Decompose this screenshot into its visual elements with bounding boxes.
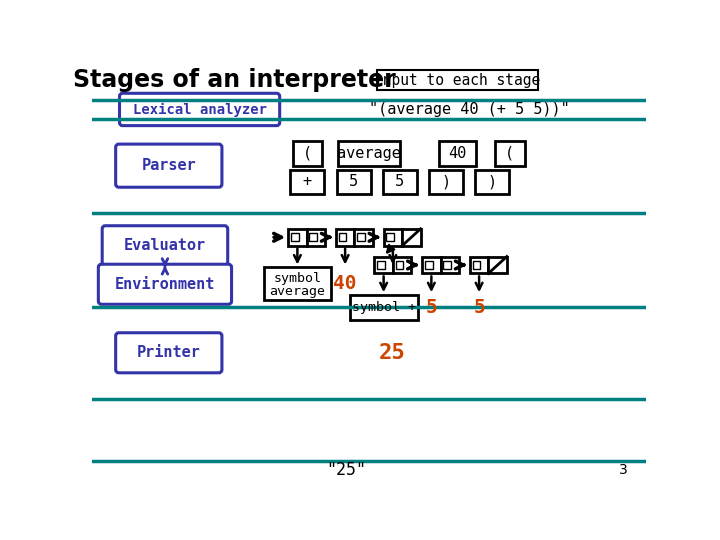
Text: "(average 40 (+ 5 5))": "(average 40 (+ 5 5))": [369, 102, 570, 117]
Text: symbol: symbol: [274, 272, 321, 285]
Bar: [384, 229, 402, 246]
Bar: [475, 170, 509, 194]
FancyBboxPatch shape: [116, 333, 222, 373]
Bar: [336, 229, 354, 246]
Text: ): ): [441, 174, 451, 190]
Text: 25: 25: [379, 343, 405, 363]
Text: (: (: [505, 146, 515, 161]
Bar: [396, 261, 403, 269]
Bar: [441, 256, 459, 273]
Text: Printer: Printer: [137, 345, 201, 360]
FancyBboxPatch shape: [102, 226, 228, 266]
Text: 5: 5: [426, 298, 437, 317]
Bar: [383, 170, 417, 194]
Bar: [425, 261, 433, 269]
FancyBboxPatch shape: [99, 264, 232, 304]
FancyBboxPatch shape: [116, 144, 222, 187]
Bar: [470, 256, 488, 273]
Bar: [357, 233, 365, 241]
Text: +: +: [303, 174, 312, 190]
Text: input to each stage: input to each stage: [374, 73, 541, 87]
Text: Parser: Parser: [141, 158, 196, 173]
Text: Evaluator: Evaluator: [124, 238, 206, 253]
Bar: [377, 261, 384, 269]
FancyBboxPatch shape: [120, 93, 279, 126]
Text: ): ): [487, 174, 497, 190]
Text: Stages of an interpreter: Stages of an interpreter: [73, 68, 395, 92]
Text: 5: 5: [473, 298, 485, 317]
Bar: [338, 233, 346, 241]
Bar: [374, 256, 393, 273]
Text: 40: 40: [449, 146, 467, 161]
Text: 3: 3: [618, 463, 627, 477]
Bar: [354, 229, 373, 246]
Text: Environment: Environment: [114, 276, 215, 292]
Text: 5: 5: [349, 174, 358, 190]
Text: average: average: [337, 146, 401, 161]
Bar: [291, 233, 299, 241]
Bar: [429, 170, 463, 194]
Bar: [350, 295, 418, 320]
Bar: [439, 141, 476, 166]
Bar: [307, 229, 325, 246]
Bar: [290, 170, 324, 194]
Bar: [422, 256, 441, 273]
Bar: [288, 229, 307, 246]
Bar: [495, 141, 525, 166]
Text: average: average: [269, 285, 325, 298]
Bar: [387, 233, 394, 241]
Text: "25": "25": [326, 461, 366, 479]
Bar: [310, 233, 317, 241]
Bar: [488, 256, 507, 273]
Bar: [264, 267, 331, 300]
Bar: [393, 256, 411, 273]
Bar: [377, 70, 539, 90]
Bar: [444, 261, 451, 269]
Text: 40: 40: [333, 274, 357, 293]
Bar: [338, 141, 400, 166]
Text: symbol +: symbol +: [351, 301, 415, 314]
Bar: [337, 170, 371, 194]
Text: Lexical analyzer: Lexical analyzer: [132, 103, 266, 117]
Bar: [472, 261, 480, 269]
Bar: [402, 229, 420, 246]
Bar: [293, 141, 322, 166]
Text: 5: 5: [395, 174, 405, 190]
Text: (: (: [303, 146, 312, 161]
